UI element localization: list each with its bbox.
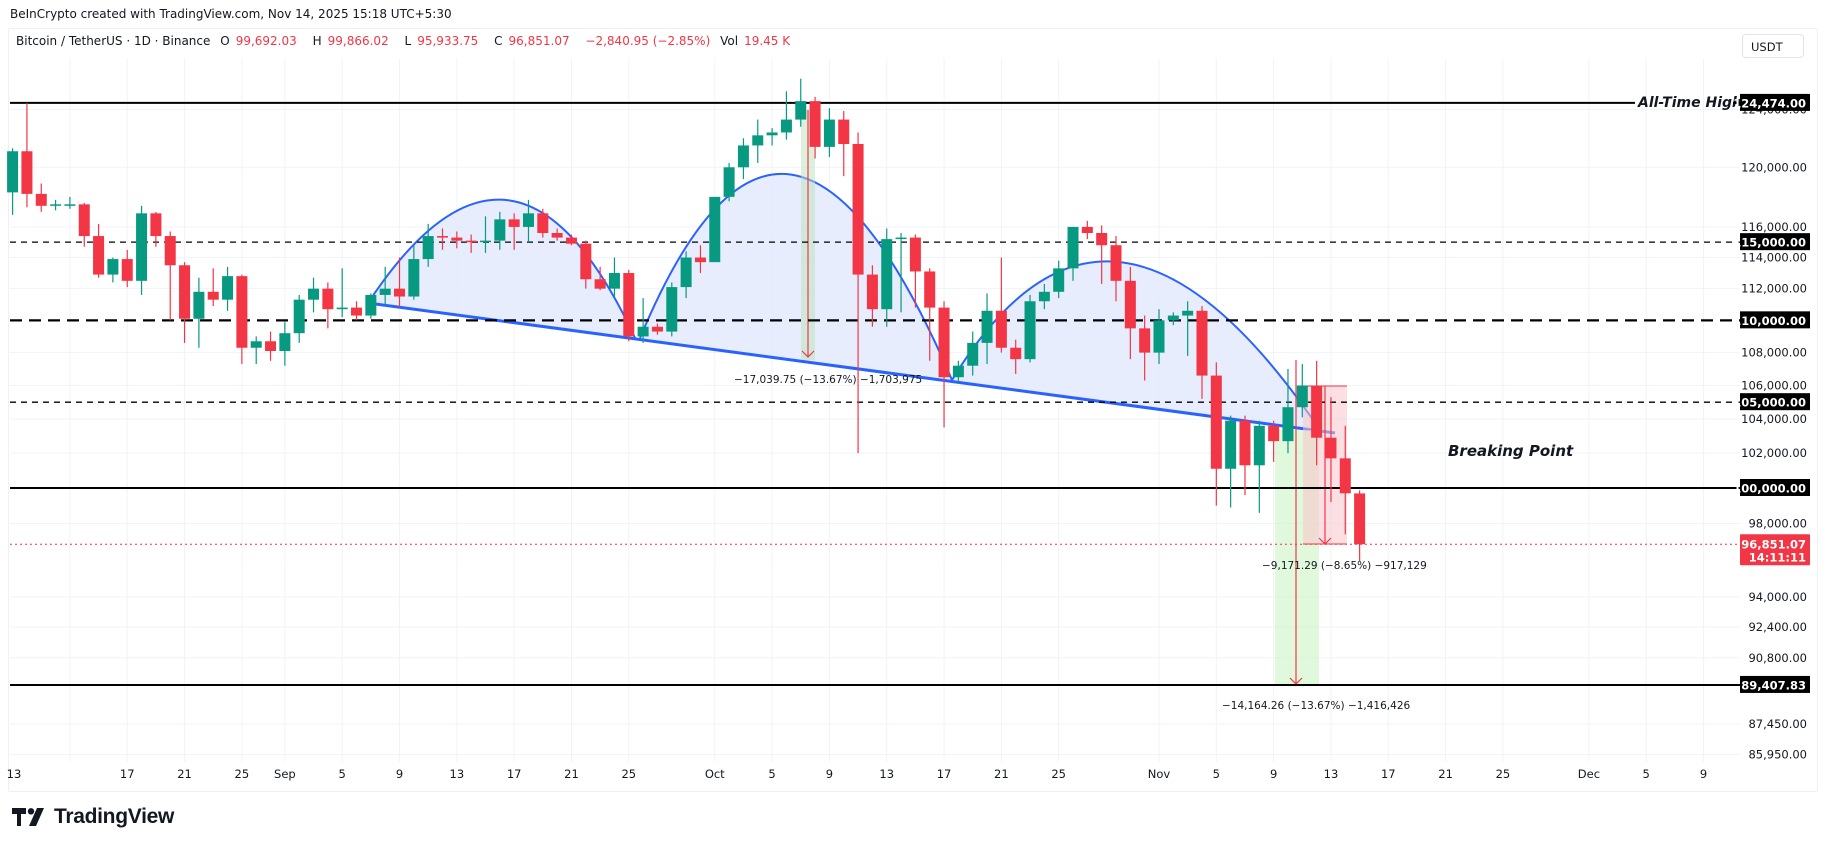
svg-text:5: 5 [768,767,775,781]
svg-text:102,000.00: 102,000.00 [1741,446,1807,460]
svg-text:25: 25 [621,767,636,781]
high-label: H [312,34,322,48]
price-axis[interactable]: 124,000.00120,000.00116,000.00114,000.00… [1733,93,1810,761]
svg-text:98,000.00: 98,000.00 [1748,517,1807,531]
close-label: C [494,34,503,48]
change-value: −2,840.95 (−2.85%) [585,34,711,48]
volume-label: Vol [720,34,739,48]
svg-text:14:11:11: 14:11:11 [1749,550,1806,564]
svg-text:Nov: Nov [1148,767,1171,781]
chart-frame [8,28,1818,792]
grid [10,58,1740,762]
close-value: 96,851.07 [508,34,570,48]
tradingview-brand: TradingView [54,805,175,828]
svg-text:13: 13 [1324,767,1339,781]
svg-text:112,000.00: 112,000.00 [1741,282,1807,296]
svg-text:89,407.83: 89,407.83 [1741,678,1806,692]
svg-text:120,000.00: 120,000.00 [1741,160,1807,174]
head-and-shoulders-pattern[interactable] [367,172,1336,435]
svg-text:13: 13 [7,767,22,781]
svg-text:9: 9 [396,767,403,781]
svg-text:17: 17 [1381,767,1396,781]
svg-text:17: 17 [937,767,952,781]
volume-value: 19.45 K [744,34,791,48]
measurement-tools[interactable] [801,110,1347,685]
svg-text:110,000.00: 110,000.00 [1733,314,1806,328]
tradingview-logo-icon [12,808,44,826]
symbol-legend: Bitcoin / TetherUS · 1D · Binance O 99,69… [16,34,802,48]
svg-text:21: 21 [1438,767,1453,781]
svg-text:85,950.00: 85,950.00 [1748,747,1807,761]
svg-text:104,000.00: 104,000.00 [1741,412,1807,426]
svg-text:21: 21 [994,767,1009,781]
svg-text:13: 13 [879,767,894,781]
svg-text:116,000.00: 116,000.00 [1741,220,1807,234]
time-axis[interactable]: 13 17 21 25 Sep 5 9 13 17 21 25 Oct 5 9 13 17 21 25 Nov 5 9 1… [7,767,1708,781]
svg-text:25: 25 [1051,767,1066,781]
svg-text:21: 21 [177,767,192,781]
neckline [367,301,1336,435]
svg-text:25: 25 [1496,767,1511,781]
svg-text:87,450.00: 87,450.00 [1748,717,1807,731]
svg-text:17: 17 [120,767,135,781]
svg-text:124,474.00: 124,474.00 [1733,96,1806,110]
svg-text:100,000.00: 100,000.00 [1733,482,1806,496]
open-value: 99,692.03 [235,34,297,48]
breaking-point-label: Breaking Point [1448,442,1574,460]
svg-text:9: 9 [1270,767,1277,781]
open-label: O [220,34,230,48]
svg-text:96,851.07: 96,851.07 [1741,537,1806,551]
svg-text:94,000.00: 94,000.00 [1748,590,1807,604]
svg-text:106,000.00: 106,000.00 [1741,379,1807,393]
low-label: L [404,34,412,48]
svg-text:114,000.00: 114,000.00 [1741,251,1807,265]
svg-text:5: 5 [339,767,346,781]
measure-label-nov: −9,171.29 (−8.65%) −917,129 [1262,560,1427,572]
candles[interactable] [7,78,1366,562]
chart-credit: BeInCrypto created with TradingView.com,… [10,7,452,21]
svg-text:90,800.00: 90,800.00 [1748,651,1807,665]
all-time-high-label: All-Time High [1637,95,1742,111]
svg-text:115,000.00: 115,000.00 [1733,236,1806,250]
svg-text:9: 9 [1700,767,1707,781]
measure-label-oct: −17,039.75 (−13.67%) −1,703,975 [734,374,922,386]
low-value: 95,933.75 [417,34,479,48]
currency-button[interactable]: USDT [1742,34,1804,58]
svg-text:17: 17 [507,767,522,781]
svg-text:9: 9 [826,767,833,781]
svg-text:21: 21 [564,767,579,781]
measure-label-target: −14,164.26 (−13.67%) −1,416,426 [1222,700,1410,712]
svg-text:25: 25 [235,767,250,781]
svg-text:5: 5 [1213,767,1220,781]
high-value: 99,866.02 [327,34,389,48]
svg-text:92,400.00: 92,400.00 [1748,620,1807,634]
svg-text:108,000.00: 108,000.00 [1741,346,1807,360]
svg-text:Dec: Dec [1578,767,1600,781]
price-levels[interactable] [10,101,1740,686]
svg-text:105,000.00: 105,000.00 [1733,396,1806,410]
tradingview-logo[interactable]: TradingView [12,805,174,829]
svg-text:Sep: Sep [274,767,296,781]
svg-text:13: 13 [450,767,465,781]
svg-text:Oct: Oct [705,767,725,781]
symbol-title[interactable]: Bitcoin / TetherUS · 1D · Binance [16,34,211,48]
svg-text:5: 5 [1643,767,1650,781]
